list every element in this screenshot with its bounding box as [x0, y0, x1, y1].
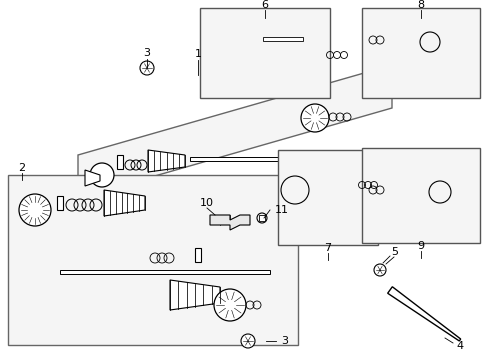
Polygon shape: [387, 24, 419, 52]
Polygon shape: [387, 287, 460, 341]
Polygon shape: [85, 170, 100, 186]
Circle shape: [376, 205, 406, 235]
Circle shape: [140, 61, 154, 75]
Polygon shape: [354, 198, 384, 222]
Text: 7: 7: [324, 243, 331, 253]
Bar: [60, 270, 269, 274]
Bar: [57, 196, 63, 210]
Bar: [361, 148, 479, 243]
Polygon shape: [148, 150, 184, 172]
Circle shape: [19, 194, 51, 226]
Text: 3: 3: [143, 48, 150, 58]
Circle shape: [301, 104, 328, 132]
Text: 4: 4: [455, 341, 463, 351]
Text: 2: 2: [19, 163, 25, 173]
Text: 5: 5: [391, 247, 398, 257]
Bar: [190, 157, 289, 161]
Bar: [200, 8, 329, 98]
Polygon shape: [311, 177, 339, 203]
Polygon shape: [104, 190, 145, 216]
Text: 6: 6: [261, 0, 268, 10]
Circle shape: [214, 289, 245, 321]
Text: 11: 11: [274, 205, 288, 215]
Bar: [456, 181, 462, 195]
Circle shape: [373, 264, 385, 276]
Polygon shape: [209, 215, 249, 230]
Bar: [449, 33, 455, 47]
Polygon shape: [387, 173, 427, 203]
Text: 9: 9: [417, 241, 424, 251]
Bar: [263, 37, 303, 41]
Circle shape: [303, 43, 326, 67]
Bar: [259, 215, 264, 221]
Text: 10: 10: [200, 198, 214, 208]
Circle shape: [90, 163, 114, 187]
Text: 3: 3: [281, 336, 288, 346]
Bar: [8, 175, 297, 345]
Bar: [117, 155, 123, 169]
Bar: [348, 176, 354, 190]
Bar: [361, 8, 479, 98]
Circle shape: [205, 26, 234, 54]
Polygon shape: [170, 280, 220, 310]
Polygon shape: [78, 65, 391, 198]
Bar: [195, 248, 201, 262]
Circle shape: [241, 334, 254, 348]
Text: 1: 1: [194, 49, 201, 59]
Polygon shape: [235, 28, 260, 52]
Text: 8: 8: [417, 0, 424, 10]
Bar: [278, 150, 377, 245]
Bar: [341, 203, 347, 217]
